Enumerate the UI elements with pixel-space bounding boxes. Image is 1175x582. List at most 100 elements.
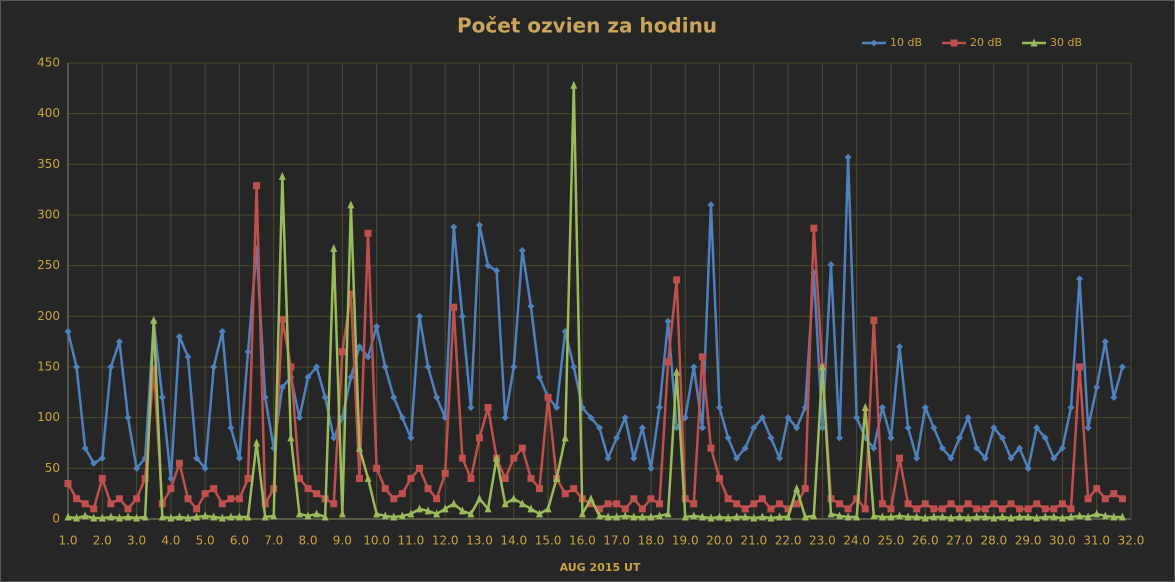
marker [887,512,895,521]
marker [295,414,303,422]
marker [998,434,1006,442]
marker [947,513,955,522]
marker [338,348,346,356]
marker [1110,512,1118,521]
marker [467,404,475,412]
marker [193,505,201,513]
y-tick-label: 50 [45,461,60,475]
marker [304,373,312,381]
marker [570,80,578,89]
x-tick-label: 13.0 [466,534,493,548]
marker [921,404,929,412]
marker [347,290,355,298]
marker [493,267,501,275]
marker [758,414,766,422]
marker [330,243,338,252]
marker [227,495,235,503]
marker [424,363,432,371]
marker [1016,444,1024,452]
marker [261,500,269,508]
marker [98,474,106,482]
marker [235,454,243,462]
marker [364,229,372,237]
y-tick-label: 100 [37,410,60,424]
marker [950,39,958,47]
marker [115,513,123,522]
marker [930,505,938,513]
marker [827,261,835,269]
marker [724,434,732,442]
marker [98,513,106,522]
marker [364,473,372,482]
y-tick-label: 400 [37,106,60,120]
x-tick-label: 10.0 [363,534,390,548]
marker [981,454,989,462]
marker [878,500,886,508]
marker [227,512,235,521]
marker [664,358,672,366]
marker [158,393,166,401]
marker [561,490,569,498]
marker [613,434,621,442]
marker [175,512,183,521]
marker [1118,363,1126,371]
marker [1118,512,1126,521]
marker [381,511,389,520]
marker [673,424,681,432]
marker [870,316,878,324]
marker [604,500,612,508]
marker [887,505,895,513]
marker [227,424,235,432]
marker [304,485,312,493]
x-tick-label: 8.0 [298,534,317,548]
marker [407,474,415,482]
marker [253,182,261,190]
marker [690,363,698,371]
marker [1024,505,1032,513]
marker [450,499,458,508]
marker [278,383,286,391]
marker [441,504,449,513]
marker [407,509,415,518]
marker [1041,512,1049,521]
marker [510,454,518,462]
marker [510,363,518,371]
marker [90,513,98,522]
marker [1016,505,1024,513]
marker [1007,513,1015,522]
x-tick-label: 5.0 [196,534,215,548]
marker [664,509,672,518]
marker [210,363,218,371]
marker [870,444,878,452]
marker [707,444,715,452]
x-tick-label: 29.0 [1015,534,1042,548]
marker [81,500,89,508]
y-tick-label: 250 [37,258,60,272]
marker [304,511,312,520]
marker [484,262,492,270]
marker [544,504,552,513]
marker [338,509,346,518]
marker [664,317,672,325]
marker [544,393,552,401]
x-tick-label: 15.0 [535,534,562,548]
marker [724,513,732,522]
marker [793,500,801,508]
marker [210,512,218,521]
marker [836,500,844,508]
marker [433,495,441,503]
marker [1067,505,1075,513]
marker [981,512,989,521]
marker [175,333,183,341]
x-tick-label: 26.0 [912,534,939,548]
marker [347,200,355,209]
marker [956,505,964,513]
marker [458,454,466,462]
marker [167,513,175,522]
marker [424,485,432,493]
marker [1110,393,1118,401]
marker [107,500,115,508]
marker [201,464,209,472]
marker [98,454,106,462]
